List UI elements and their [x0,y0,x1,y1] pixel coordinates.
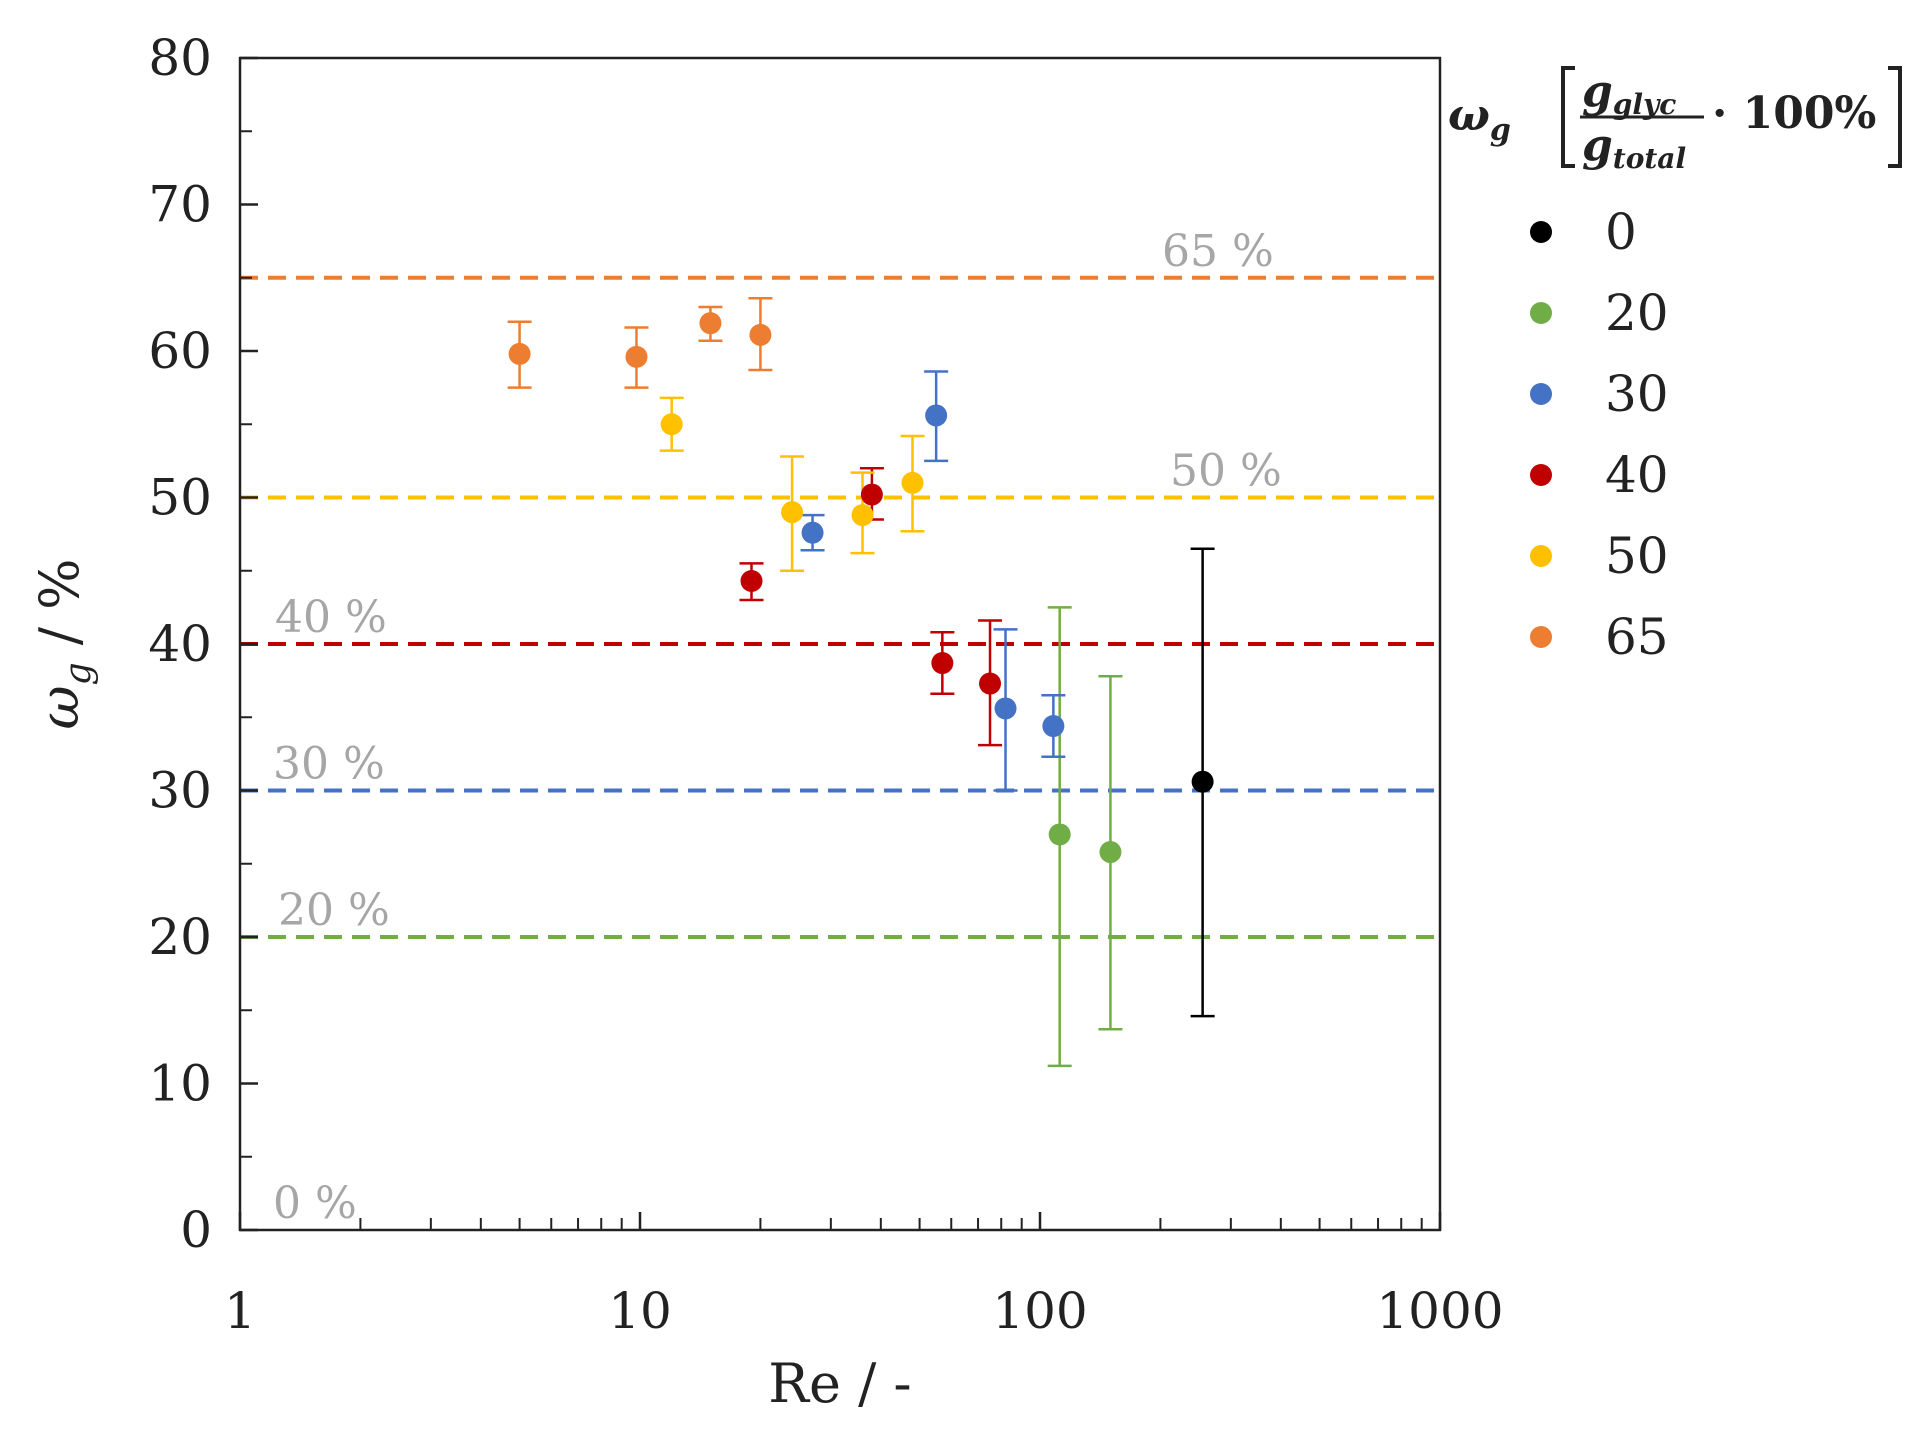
legend-title: ωg gglyc gtotal · 100% [1448,66,1902,175]
y-axis-title: ωg / % [28,559,99,730]
plot-frame [238,56,1442,1232]
data-point-30 [925,404,948,427]
reference-line-label-30: 30 % [273,739,385,790]
data-point-65 [699,312,722,335]
y-tick-label-50: 50 [148,469,212,527]
data-point-20 [1099,841,1122,864]
y-tick-label-60: 60 [148,322,212,380]
legend-label-30: 30 [1605,365,1669,423]
reference-line-label-65: 65 % [1162,226,1274,277]
data-point-50 [901,471,924,494]
legend-marker-20 [1530,302,1552,324]
legend-label-40: 40 [1605,446,1669,504]
y-tick-label-40: 40 [148,615,212,673]
svg-text:gtotal: gtotal [1582,120,1686,175]
data-point-65 [749,323,772,346]
y-tick-label-30: 30 [148,762,212,820]
legend-label-0: 0 [1605,203,1637,261]
x-tick-label-1000: 1000 [1376,1282,1503,1340]
y-tick-label-10: 10 [148,1055,212,1113]
data-point-50 [660,413,683,436]
y-tick-label-70: 70 [148,176,212,234]
x-tick-label-100: 100 [992,1282,1087,1340]
reference-line-label-20: 20 % [278,885,390,936]
y-axis-symbol: ω [28,685,91,729]
data-point-65 [625,345,648,368]
legend-label-20: 20 [1605,284,1669,342]
legend-title-right-bracket [1888,66,1902,168]
legend-marker-0 [1530,221,1552,243]
data-point-30 [801,521,824,544]
legend-title-denominator-sub: total [1613,142,1686,175]
x-axis-title: Re / - [768,1352,911,1415]
tick-labels: 0 10 20 30 40 50 60 70 80 1 10 100 1000 [148,29,1503,1340]
legend-title-factor: · 100% [1712,88,1876,139]
svg-text:gglyc: gglyc [1582,66,1676,121]
legend-label-50: 50 [1605,527,1669,585]
legend-title-symbol-sub: g [1490,113,1511,148]
y-axis-unit: / % [28,559,91,663]
reference-line-label-40: 40 % [275,592,387,643]
legend-label-65: 65 [1605,608,1669,666]
reference-line-label-0: 0 % [273,1178,357,1229]
data-point-20 [1048,823,1071,846]
y-tick-label-20: 20 [148,908,212,966]
legend-title-left-bracket [1561,66,1575,168]
svg-text:ωg: ωg [1448,90,1511,148]
data-point-40 [860,483,883,506]
legend-marker-50 [1530,545,1552,567]
y-tick-label-0: 0 [180,1201,212,1259]
legend-title-symbol: ω [1448,90,1490,141]
data-point-65 [508,342,531,365]
legend-title-numerator: g [1582,66,1613,117]
data-point-40 [931,652,954,675]
legend-marker-65 [1530,626,1552,648]
error-bars [507,297,1215,1068]
legend: 0 20 30 40 50 65 [1530,203,1669,666]
data-point-0 [1191,770,1214,793]
data-point-50 [851,504,874,527]
data-point-30 [1042,715,1065,738]
data-point-50 [781,501,804,524]
x-tick-label-10: 10 [608,1282,672,1340]
legend-marker-30 [1530,383,1552,405]
axis-ticks [238,56,1442,1232]
reference-lines: 65 % 50 % 40 % 30 % 20 % 0 % [240,226,1440,1229]
data-point-40 [740,570,763,593]
y-axis-symbol-sub: g [58,662,99,685]
reference-line-label-50: 50 % [1170,446,1282,497]
legend-marker-40 [1530,464,1552,486]
y-tick-label-80: 80 [148,29,212,87]
legend-title-denominator: g [1582,120,1613,171]
data-point-40 [979,672,1002,695]
data-point-30 [994,697,1017,720]
x-tick-label-1: 1 [224,1282,256,1340]
data-points [508,312,1214,864]
